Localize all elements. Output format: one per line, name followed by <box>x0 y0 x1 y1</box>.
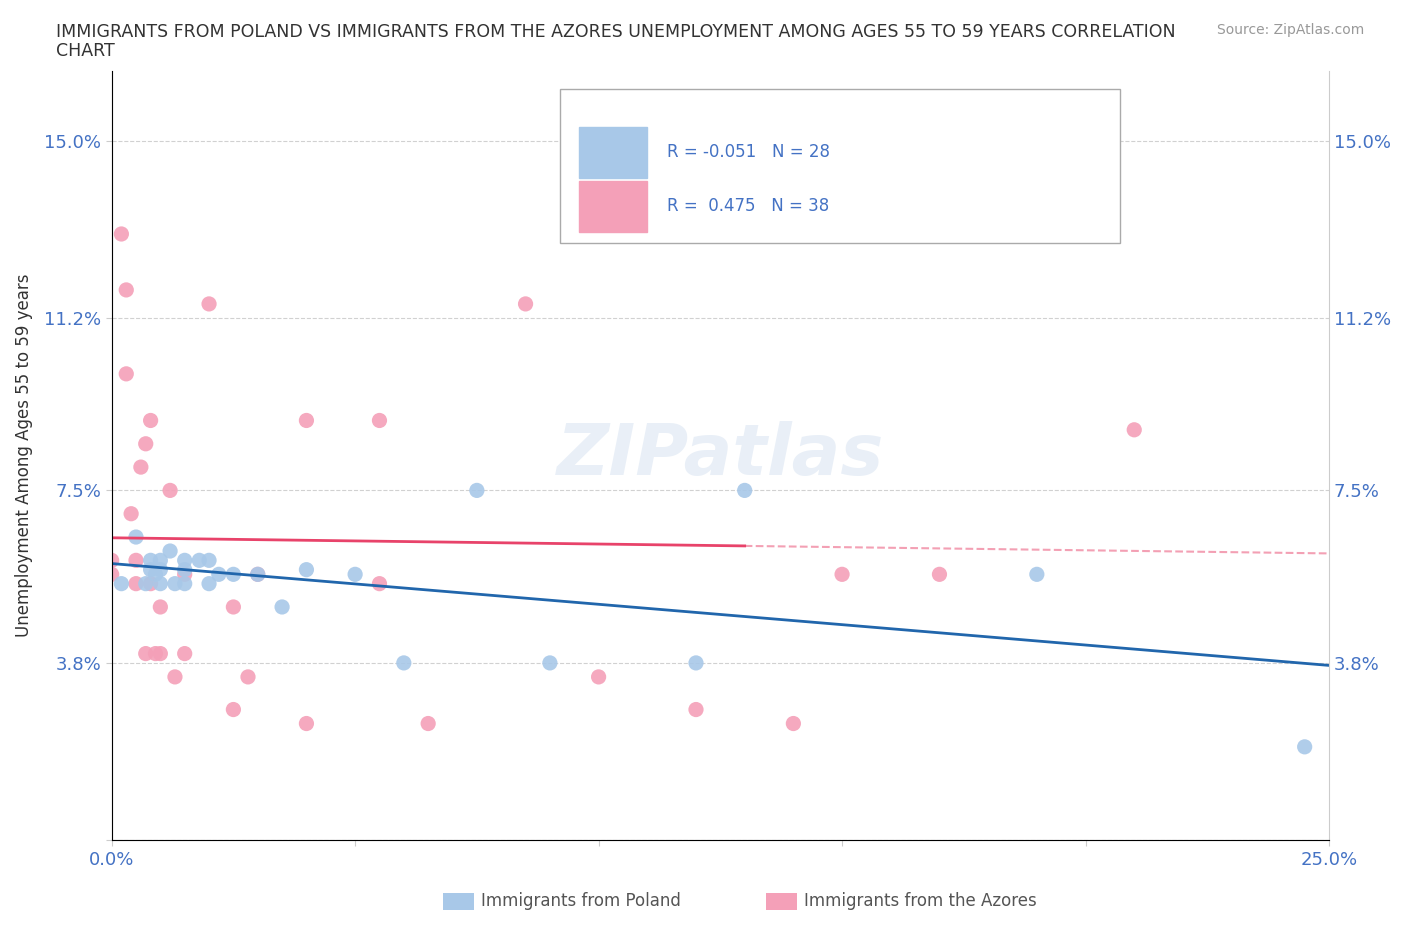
Point <box>1294 739 1316 754</box>
Point <box>145 646 167 661</box>
Point <box>295 716 318 731</box>
Point <box>149 600 172 615</box>
Point <box>188 553 211 568</box>
Point <box>392 656 415 671</box>
Point <box>198 297 221 312</box>
Point <box>120 506 142 521</box>
Point <box>125 529 148 544</box>
Point <box>149 577 172 591</box>
Text: Immigrants from the Azores: Immigrants from the Azores <box>804 892 1038 910</box>
Point <box>125 553 148 568</box>
Point <box>236 670 259 684</box>
Point <box>149 563 172 578</box>
Point <box>295 563 318 578</box>
Point <box>173 646 195 661</box>
Point <box>198 553 221 568</box>
Point <box>173 553 195 568</box>
Point <box>139 553 162 568</box>
Point <box>173 563 195 578</box>
Point <box>115 283 138 298</box>
Point <box>100 553 122 568</box>
Text: R = -0.051   N = 28: R = -0.051 N = 28 <box>666 143 830 162</box>
Point <box>100 567 122 582</box>
Point <box>149 646 172 661</box>
Point <box>368 577 391 591</box>
Point <box>271 600 294 615</box>
Point <box>198 577 221 591</box>
Point <box>163 670 186 684</box>
Point <box>344 567 367 582</box>
Point <box>163 577 186 591</box>
Point <box>222 702 245 717</box>
Point <box>135 577 157 591</box>
Point <box>222 567 245 582</box>
Point <box>173 577 195 591</box>
Point <box>139 563 162 578</box>
Point <box>246 567 269 582</box>
Point <box>222 600 245 615</box>
Point <box>135 436 157 451</box>
Point <box>159 483 181 498</box>
Point <box>115 366 138 381</box>
Point <box>685 656 707 671</box>
Text: ZIPatlas: ZIPatlas <box>557 421 884 490</box>
Point <box>173 567 195 582</box>
Point <box>135 646 157 661</box>
Point <box>685 702 707 717</box>
Point <box>139 413 162 428</box>
Y-axis label: Unemployment Among Ages 55 to 59 years: Unemployment Among Ages 55 to 59 years <box>15 273 32 637</box>
Point <box>159 543 181 558</box>
Point <box>1123 422 1146 437</box>
Text: CHART: CHART <box>56 42 115 60</box>
Point <box>110 577 132 591</box>
Text: IMMIGRANTS FROM POLAND VS IMMIGRANTS FROM THE AZORES UNEMPLOYMENT AMONG AGES 55 : IMMIGRANTS FROM POLAND VS IMMIGRANTS FRO… <box>56 23 1175 41</box>
Point <box>295 413 318 428</box>
Point <box>515 297 537 312</box>
Point <box>139 577 162 591</box>
Point <box>782 716 804 731</box>
Bar <box>579 180 647 232</box>
Point <box>129 459 152 474</box>
FancyBboxPatch shape <box>560 89 1119 244</box>
Point <box>831 567 853 582</box>
Text: Source: ZipAtlas.com: Source: ZipAtlas.com <box>1216 23 1364 37</box>
Point <box>734 227 756 242</box>
Point <box>368 413 391 428</box>
Point <box>110 227 132 242</box>
Point <box>928 567 950 582</box>
Point <box>1025 567 1047 582</box>
Point <box>125 577 148 591</box>
Point <box>208 567 231 582</box>
Point <box>246 567 269 582</box>
Point <box>734 483 756 498</box>
Text: R =  0.475   N = 38: R = 0.475 N = 38 <box>666 197 830 216</box>
Point <box>588 670 610 684</box>
Point <box>149 553 172 568</box>
Point <box>465 483 488 498</box>
Point <box>538 656 561 671</box>
Point <box>145 567 167 582</box>
Point <box>418 716 440 731</box>
Text: Immigrants from Poland: Immigrants from Poland <box>481 892 681 910</box>
Bar <box>579 126 647 178</box>
